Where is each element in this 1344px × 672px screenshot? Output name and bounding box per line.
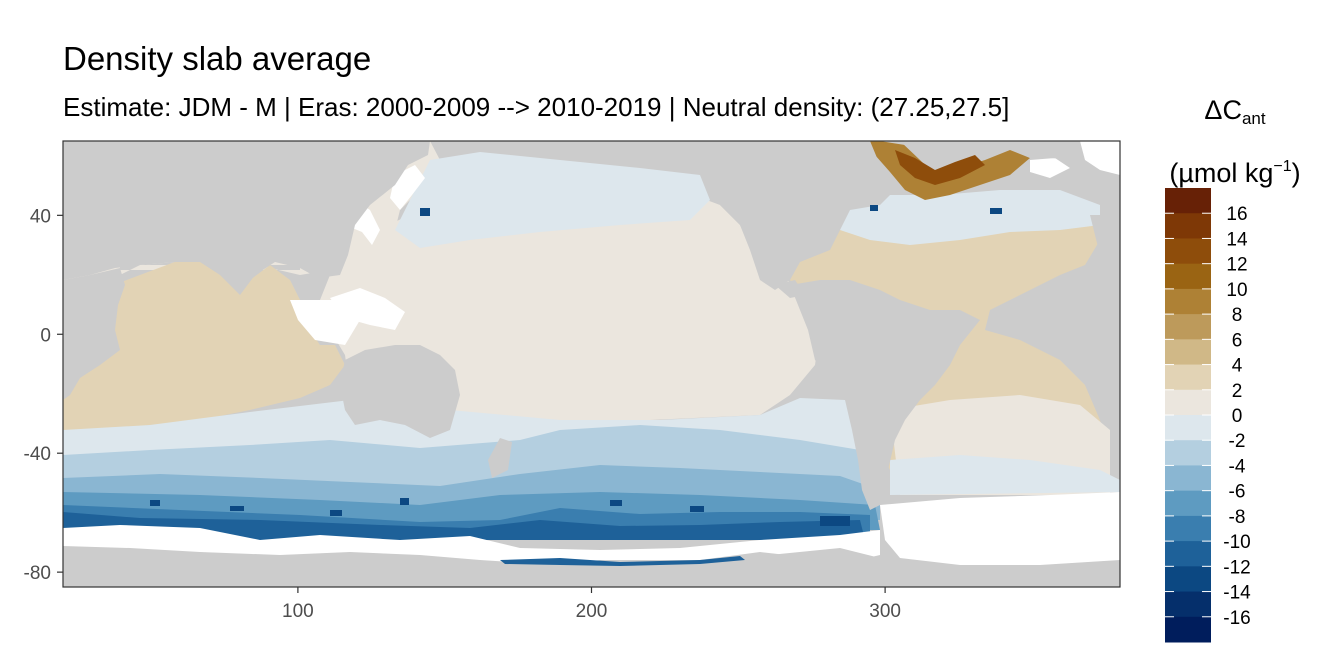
legend-label: 10 bbox=[1226, 280, 1247, 301]
legend-unit-exp: −1 bbox=[1273, 158, 1292, 175]
legend-unit-prefix: (µmol kg bbox=[1169, 158, 1274, 188]
continent-central-america bbox=[775, 280, 805, 298]
legend-color-step bbox=[1165, 389, 1211, 416]
legend-color-step bbox=[1165, 314, 1211, 340]
nodata-atlantic-north bbox=[1030, 141, 1120, 240]
antarctic-nodata bbox=[63, 492, 1120, 565]
atlantic-north-band bbox=[830, 190, 1100, 245]
legend-label: 4 bbox=[1232, 356, 1243, 377]
legend-label: -12 bbox=[1223, 557, 1250, 578]
y-tick-label: -80 bbox=[24, 563, 51, 584]
legend-color-step bbox=[1165, 188, 1211, 214]
x-tick-label: 300 bbox=[869, 601, 901, 622]
legend-label: -8 bbox=[1229, 507, 1246, 528]
legend-label: -10 bbox=[1223, 532, 1250, 553]
legend-color-step bbox=[1165, 339, 1211, 366]
legend-label: -4 bbox=[1229, 456, 1246, 477]
continent-asia bbox=[63, 141, 430, 295]
legend-title-main: ΔC bbox=[1204, 95, 1242, 125]
x-tick-label: 200 bbox=[576, 601, 608, 622]
labrador-sea-core bbox=[895, 150, 985, 185]
legend-color-step bbox=[1165, 288, 1211, 315]
legend-label: 6 bbox=[1232, 330, 1243, 351]
legend-label: 12 bbox=[1226, 255, 1247, 276]
legend-color-step bbox=[1165, 465, 1211, 492]
legend-color-step bbox=[1165, 541, 1211, 567]
y-tick-label: 0 bbox=[40, 325, 51, 346]
indian-ocean bbox=[63, 260, 345, 432]
legend-label: 16 bbox=[1226, 204, 1247, 225]
legend-label: 8 bbox=[1232, 305, 1243, 326]
legend-color-step bbox=[1165, 364, 1211, 391]
continent-new-zealand bbox=[488, 438, 512, 478]
continent-south-america bbox=[790, 280, 980, 510]
legend-color-step bbox=[1165, 591, 1211, 618]
ross-ice-edge bbox=[500, 556, 745, 566]
legend-label: -2 bbox=[1229, 431, 1246, 452]
legend-color-step bbox=[1165, 263, 1211, 290]
southern-band-6 bbox=[63, 512, 865, 540]
ocean-layer bbox=[63, 141, 1120, 587]
legend-color-step bbox=[1165, 440, 1211, 466]
legend-color-step bbox=[1165, 490, 1211, 517]
legend-label: -14 bbox=[1223, 583, 1251, 604]
color-legend: 16 14 12 10 8 6 4 2 0 -2 -4 -6 -8 -10 -12 -14 -16 bbox=[1165, 188, 1251, 643]
chart-subtitle: Estimate: JDM - M | Eras: 2000-2009 --> … bbox=[63, 92, 1010, 122]
y-tick-label: 40 bbox=[30, 206, 51, 227]
continent-australia bbox=[340, 345, 460, 438]
legend-label: 14 bbox=[1226, 229, 1248, 250]
labrador-sea bbox=[870, 141, 1030, 200]
legend-label: 0 bbox=[1232, 406, 1243, 427]
legend-title-sub: ant bbox=[1241, 109, 1266, 128]
antarctica-land bbox=[63, 548, 1120, 587]
legend-unit-suffix: ) bbox=[1291, 158, 1301, 188]
legend-color-step bbox=[1165, 515, 1211, 542]
legend-color-step bbox=[1165, 213, 1211, 239]
continent-north-america bbox=[700, 141, 1080, 290]
legend-color-step bbox=[1165, 616, 1211, 643]
y-tick-label: -40 bbox=[24, 444, 51, 465]
legend-label: -6 bbox=[1229, 482, 1246, 503]
south-atlantic-blue bbox=[890, 455, 1120, 495]
continent-greenland bbox=[880, 141, 1000, 165]
nodata-indonesia bbox=[290, 300, 360, 345]
legend-color-step bbox=[1165, 415, 1211, 441]
x-tick-label: 100 bbox=[282, 601, 314, 622]
legend-color-step bbox=[1165, 238, 1211, 265]
legend-color-step bbox=[1165, 566, 1211, 593]
southern-speckles bbox=[150, 205, 1002, 526]
legend-label: -16 bbox=[1223, 608, 1250, 629]
north-pacific bbox=[395, 152, 710, 248]
legend-title: ΔCant (µmol kg−1) bbox=[1160, 86, 1310, 197]
legend-label: 2 bbox=[1232, 381, 1243, 402]
chart-title: Density slab average bbox=[63, 40, 372, 77]
